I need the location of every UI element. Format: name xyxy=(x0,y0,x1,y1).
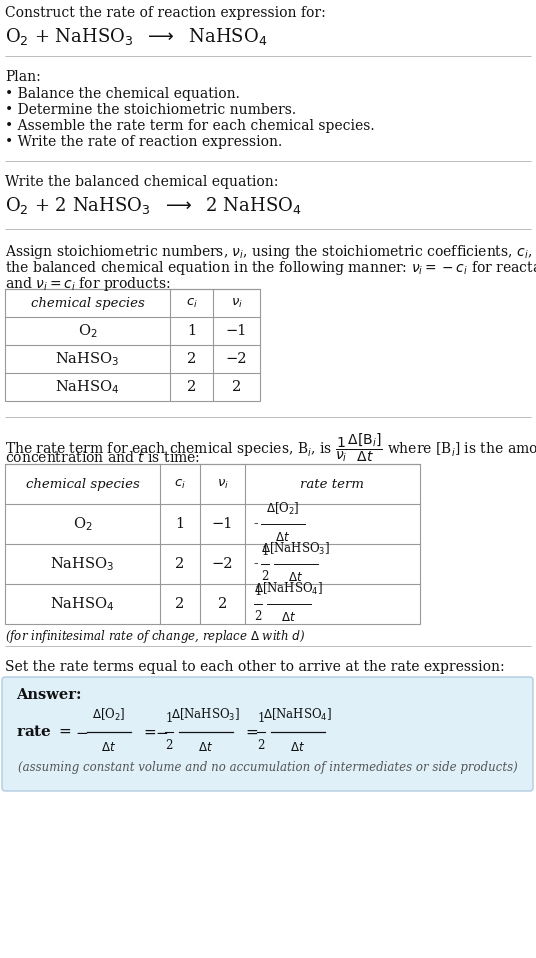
Text: $-$: $-$ xyxy=(75,725,88,739)
Text: Write the balanced chemical equation:: Write the balanced chemical equation: xyxy=(5,175,278,189)
Text: $\Delta$[NaHSO$_4$]: $\Delta$[NaHSO$_4$] xyxy=(263,707,332,723)
Text: $-$: $-$ xyxy=(155,725,168,739)
Text: 1: 1 xyxy=(175,517,184,531)
Text: $\Delta t$: $\Delta t$ xyxy=(291,741,306,754)
Text: −1: −1 xyxy=(226,324,247,338)
Text: • Write the rate of reaction expression.: • Write the rate of reaction expression. xyxy=(5,135,282,149)
Text: $\Delta$[O$_2$]: $\Delta$[O$_2$] xyxy=(92,707,126,723)
Text: • Determine the stoichiometric numbers.: • Determine the stoichiometric numbers. xyxy=(5,103,296,117)
Text: 2: 2 xyxy=(218,597,227,611)
Text: $\Delta t$: $\Delta t$ xyxy=(281,611,296,624)
Text: (for infinitesimal rate of change, replace $\Delta$ with $d$): (for infinitesimal rate of change, repla… xyxy=(5,628,306,645)
Text: $\Delta t$: $\Delta t$ xyxy=(198,741,213,754)
Text: and $\nu_i = c_i$ for products:: and $\nu_i = c_i$ for products: xyxy=(5,275,170,293)
Bar xyxy=(5,464,420,624)
Text: $\Delta$[NaHSO$_4$]: $\Delta$[NaHSO$_4$] xyxy=(255,581,324,597)
Text: Assign stoichiometric numbers, $\nu_i$, using the stoichiometric coefficients, $: Assign stoichiometric numbers, $\nu_i$, … xyxy=(5,243,536,261)
Text: 1: 1 xyxy=(257,712,265,725)
Text: −1: −1 xyxy=(212,517,233,531)
Text: rate $=$: rate $=$ xyxy=(16,724,72,740)
Text: $\nu_i$: $\nu_i$ xyxy=(217,477,228,490)
Text: 2: 2 xyxy=(175,597,184,611)
Bar xyxy=(5,289,260,401)
Text: O$_2$ + NaHSO$_3$  $\longrightarrow$  NaHSO$_4$: O$_2$ + NaHSO$_3$ $\longrightarrow$ NaHS… xyxy=(5,26,267,47)
Text: (assuming constant volume and no accumulation of intermediates or side products): (assuming constant volume and no accumul… xyxy=(18,761,518,774)
Text: NaHSO$_4$: NaHSO$_4$ xyxy=(50,595,115,613)
Text: O$_2$ + 2 NaHSO$_3$  $\longrightarrow$  2 NaHSO$_4$: O$_2$ + 2 NaHSO$_3$ $\longrightarrow$ 2 … xyxy=(5,195,302,216)
Text: NaHSO$_3$: NaHSO$_3$ xyxy=(50,555,115,573)
Text: −2: −2 xyxy=(226,352,247,366)
FancyBboxPatch shape xyxy=(2,677,533,791)
Text: 2: 2 xyxy=(187,352,196,366)
Text: $\nu_i$: $\nu_i$ xyxy=(230,296,242,309)
Text: Answer:: Answer: xyxy=(16,688,81,702)
Text: Set the rate terms equal to each other to arrive at the rate expression:: Set the rate terms equal to each other t… xyxy=(5,660,504,674)
Text: -: - xyxy=(253,517,258,531)
Text: the balanced chemical equation in the following manner: $\nu_i = -c_i$ for react: the balanced chemical equation in the fo… xyxy=(5,259,536,277)
Text: $\Delta t$: $\Delta t$ xyxy=(101,741,116,754)
Text: 1: 1 xyxy=(254,585,262,598)
Text: • Balance the chemical equation.: • Balance the chemical equation. xyxy=(5,87,240,101)
Text: 2: 2 xyxy=(232,380,241,394)
Text: 1: 1 xyxy=(165,712,173,725)
Text: chemical species: chemical species xyxy=(26,477,139,490)
Text: chemical species: chemical species xyxy=(31,296,144,309)
Text: $\Delta$[NaHSO$_3$]: $\Delta$[NaHSO$_3$] xyxy=(262,541,331,557)
Text: $\Delta t$: $\Delta t$ xyxy=(288,571,303,584)
Text: rate term: rate term xyxy=(301,477,364,490)
Text: -: - xyxy=(253,558,258,571)
Text: NaHSO$_4$: NaHSO$_4$ xyxy=(55,378,120,396)
Text: $c_i$: $c_i$ xyxy=(185,296,197,309)
Text: 1: 1 xyxy=(262,545,269,558)
Text: $=$: $=$ xyxy=(141,725,157,739)
Text: 2: 2 xyxy=(175,557,184,571)
Text: $\Delta t$: $\Delta t$ xyxy=(276,531,291,544)
Text: $=$: $=$ xyxy=(243,725,259,739)
Text: $\Delta$[NaHSO$_3$]: $\Delta$[NaHSO$_3$] xyxy=(172,707,241,723)
Text: −2: −2 xyxy=(212,557,233,571)
Text: 1: 1 xyxy=(187,324,196,338)
Text: 2: 2 xyxy=(262,570,269,583)
Text: $\Delta$[O$_2$]: $\Delta$[O$_2$] xyxy=(266,501,300,517)
Text: 2: 2 xyxy=(257,739,265,752)
Text: • Assemble the rate term for each chemical species.: • Assemble the rate term for each chemic… xyxy=(5,119,375,133)
Text: $c_i$: $c_i$ xyxy=(174,477,186,490)
Text: The rate term for each chemical species, B$_i$, is $\dfrac{1}{\nu_i}\dfrac{\Delt: The rate term for each chemical species,… xyxy=(5,431,536,464)
Text: 2: 2 xyxy=(165,739,173,752)
Text: 2: 2 xyxy=(254,610,262,623)
Text: concentration and $t$ is time:: concentration and $t$ is time: xyxy=(5,450,200,465)
Text: NaHSO$_3$: NaHSO$_3$ xyxy=(55,351,120,368)
Text: Plan:: Plan: xyxy=(5,70,41,84)
Text: O$_2$: O$_2$ xyxy=(78,322,97,340)
Text: Construct the rate of reaction expression for:: Construct the rate of reaction expressio… xyxy=(5,6,326,20)
Text: 2: 2 xyxy=(187,380,196,394)
Text: O$_2$: O$_2$ xyxy=(73,515,92,533)
